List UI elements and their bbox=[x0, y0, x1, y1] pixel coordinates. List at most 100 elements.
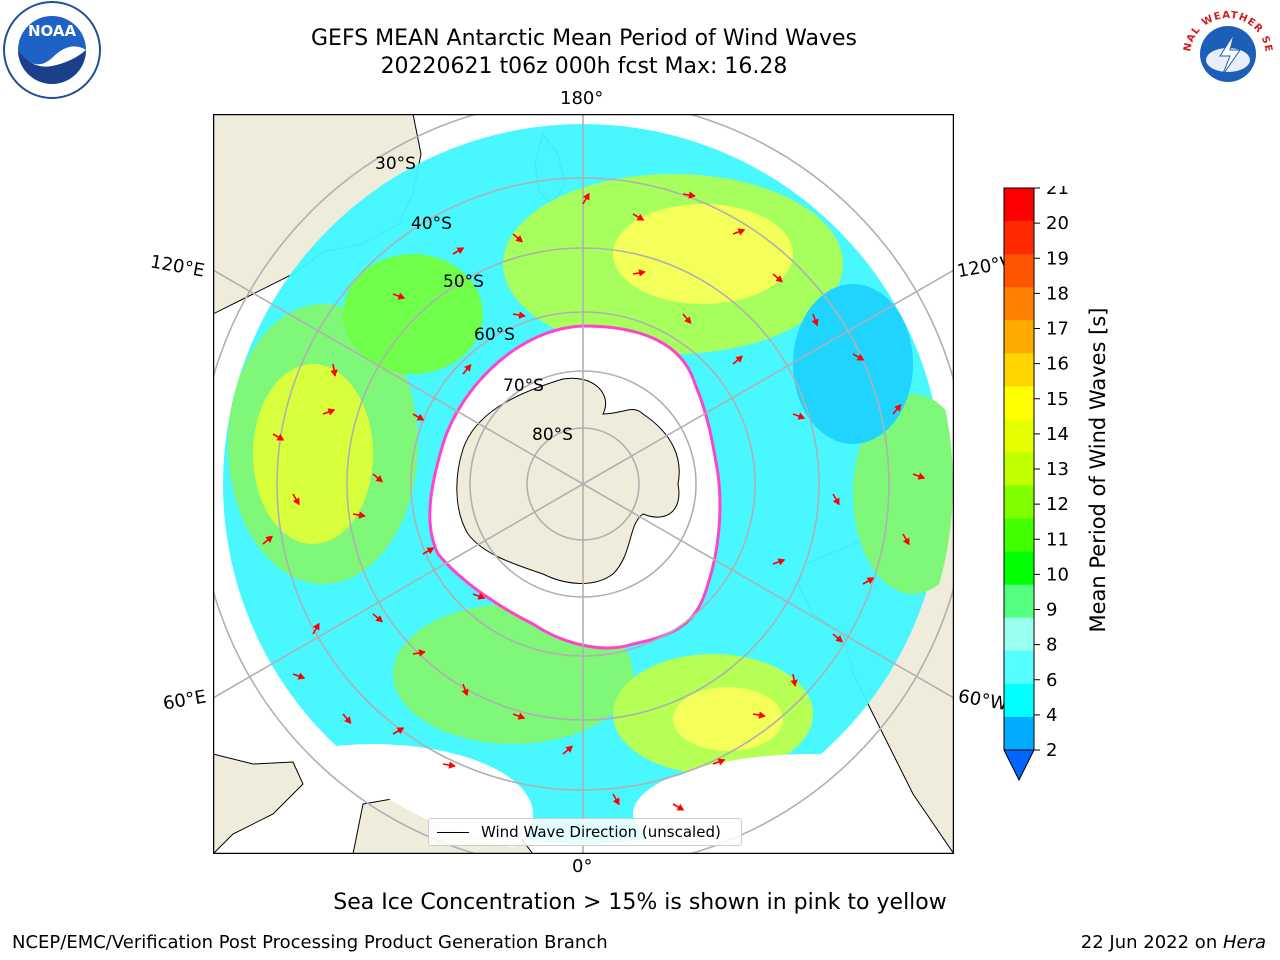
africa-land bbox=[213, 753, 304, 854]
colorbar-tick-label: 2 bbox=[1046, 740, 1057, 761]
colorbar-band bbox=[1004, 683, 1034, 718]
colorbar-band bbox=[1004, 221, 1034, 255]
footer-date: 22 Jun 2022 on Hera bbox=[1081, 932, 1266, 953]
colorbar-band bbox=[1004, 584, 1034, 619]
antarctica-land bbox=[456, 377, 680, 584]
lat-label-60s: 60°S bbox=[474, 325, 515, 345]
colorbar-tick-label: 18 bbox=[1046, 283, 1069, 304]
wave-direction-arrowhead bbox=[758, 711, 766, 719]
colorbar-tick-label: 13 bbox=[1046, 459, 1069, 480]
wave-direction-arrowhead bbox=[396, 727, 405, 735]
wave-direction-arrowhead bbox=[515, 235, 523, 243]
colorbar-band bbox=[1004, 353, 1034, 387]
wave-direction-arrowhead bbox=[276, 433, 285, 441]
nws-logo: NATIONAL WEATHER SERVICE bbox=[1176, 0, 1273, 98]
legend-line-icon bbox=[437, 831, 469, 833]
colorbar-tick-label: 12 bbox=[1046, 494, 1069, 515]
wave-direction-arrowhead bbox=[418, 649, 426, 657]
wave-direction-arrowhead bbox=[565, 745, 573, 753]
colorbar-label: Mean Period of Wind Waves [s] bbox=[1086, 307, 1110, 633]
wave-direction-arrowhead bbox=[327, 408, 336, 416]
wave-direction-arrowhead bbox=[517, 712, 526, 720]
footer-host: Hera bbox=[1222, 932, 1266, 953]
colorbar-band bbox=[1004, 287, 1034, 321]
colorbar-band bbox=[1004, 617, 1034, 652]
svg-text:NOAA: NOAA bbox=[28, 22, 77, 40]
wave-direction-arrowhead bbox=[612, 797, 620, 806]
wave-direction-arrowhead bbox=[775, 275, 783, 283]
wave-direction-arrowhead bbox=[797, 412, 806, 420]
colorbar-tick-label: 10 bbox=[1046, 564, 1069, 585]
legend-label: Wind Wave Direction (unscaled) bbox=[481, 823, 721, 841]
colorbar-band bbox=[1004, 518, 1034, 553]
wave-direction-arrowhead bbox=[330, 369, 338, 377]
colorbar-tick-label: 17 bbox=[1046, 319, 1069, 340]
colorbar: 21 20 19 18 17 16 15 14 13 12 11 10 9 8 6 4 2 bbox=[1003, 186, 1069, 782]
wave-direction-arrowhead bbox=[856, 353, 865, 361]
wave-direction-arrowhead bbox=[426, 547, 435, 555]
map-title: GEFS MEAN Antarctic Mean Period of Wind … bbox=[311, 26, 857, 51]
wave-direction-arrowhead bbox=[518, 311, 526, 319]
colorbar-tick-label: 6 bbox=[1046, 670, 1057, 691]
colorbar-band bbox=[1004, 188, 1034, 222]
footer-date-text: 22 Jun 2022 on bbox=[1080, 932, 1223, 953]
wave-direction-arrowhead bbox=[448, 761, 456, 769]
colorbar-band bbox=[1004, 320, 1034, 354]
lat-label-30s: 30°S bbox=[375, 154, 416, 174]
lat-label-40s: 40°S bbox=[411, 214, 452, 234]
colorbar-tick-label: 19 bbox=[1046, 248, 1069, 269]
wave-direction-arrowhead bbox=[717, 758, 726, 766]
lat-label-80s: 80°S bbox=[532, 425, 573, 445]
wave-direction-arrowhead bbox=[790, 679, 798, 687]
wave-direction-arrowhead bbox=[375, 475, 383, 483]
wave-direction-arrowhead bbox=[397, 292, 406, 300]
wave-direction-arrowhead bbox=[477, 592, 486, 600]
lon-label-120e: 120°E bbox=[148, 251, 207, 282]
wave-direction-arrowhead bbox=[777, 558, 786, 566]
map-legend: Wind Wave Direction (unscaled) bbox=[428, 818, 742, 846]
footer-credit: NCEP/EMC/Verification Post Processing Pr… bbox=[12, 932, 608, 953]
colorbar-band bbox=[1004, 716, 1034, 751]
wave-direction-arrowhead bbox=[461, 688, 469, 697]
colorbar-band bbox=[1004, 650, 1034, 685]
colorbar-tick-label: 21 bbox=[1046, 186, 1069, 199]
wave-direction-arrowhead bbox=[416, 413, 425, 421]
colorbar-tick-label: 4 bbox=[1046, 705, 1057, 726]
lon-label-60e: 60°E bbox=[161, 686, 208, 715]
antarctic-map: 30°S 40°S 50°S 60°S 70°S 80°S bbox=[213, 114, 954, 854]
wave-direction-arrowhead bbox=[894, 404, 902, 412]
wave-direction-arrowhead bbox=[835, 635, 843, 643]
wave-direction-arrowhead bbox=[811, 318, 819, 327]
colorbar-band bbox=[1004, 419, 1034, 453]
wave-direction-arrowhead bbox=[902, 537, 910, 546]
lon-label-0: 0° bbox=[572, 856, 593, 877]
colorbar-band bbox=[1004, 551, 1034, 586]
wave-direction-arrowhead bbox=[832, 497, 840, 506]
wave-direction-arrowhead bbox=[265, 535, 273, 543]
wave-direction-arrowhead bbox=[684, 316, 692, 324]
wave-direction-arrowhead bbox=[456, 247, 465, 255]
wave-direction-arrowhead bbox=[312, 622, 320, 631]
colorbar-tick-label: 8 bbox=[1046, 635, 1057, 656]
wave-direction-arrowhead bbox=[582, 192, 590, 201]
colorbar-tick-label: 9 bbox=[1046, 600, 1057, 621]
wave-direction-arrowhead bbox=[464, 364, 472, 372]
wave-direction-arrowhead bbox=[676, 803, 685, 811]
colorbar-band bbox=[1004, 254, 1034, 288]
colorbar-band bbox=[1004, 485, 1034, 520]
colorbar-tick-label: 11 bbox=[1046, 529, 1069, 550]
wave-direction-arrowhead bbox=[375, 615, 383, 623]
wave-direction-arrowhead bbox=[735, 355, 743, 363]
wave-direction-arrowhead bbox=[638, 269, 646, 277]
wave-direction-arrowhead bbox=[866, 577, 875, 585]
colorbar-tick-label: 20 bbox=[1046, 213, 1069, 234]
wave-direction-arrowhead bbox=[292, 497, 300, 506]
colorbar-tick-label: 14 bbox=[1046, 424, 1069, 445]
colorbar-tick-label: 15 bbox=[1046, 389, 1069, 410]
colorbar-extend-triangle bbox=[1003, 749, 1035, 782]
colorbar-band bbox=[1004, 386, 1034, 420]
wave-direction-arrowhead bbox=[297, 672, 306, 680]
wave-direction-arrowhead bbox=[688, 191, 696, 199]
wave-direction-arrowhead bbox=[917, 472, 926, 480]
map-subtitle: 20220621 t06z 000h fcst Max: 16.28 bbox=[380, 54, 788, 79]
